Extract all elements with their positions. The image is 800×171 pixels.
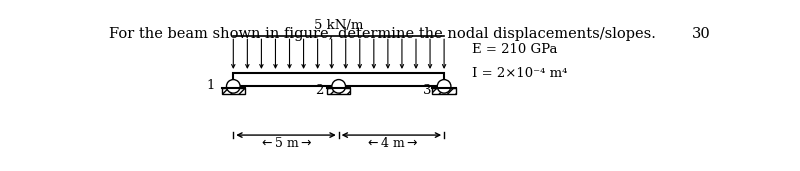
Text: $\leftarrow$4 m$\rightarrow$: $\leftarrow$4 m$\rightarrow$: [365, 136, 418, 150]
Ellipse shape: [226, 80, 240, 93]
Bar: [432, 88, 456, 94]
Text: 2: 2: [315, 84, 323, 97]
Text: E = 210 GPa: E = 210 GPa: [472, 43, 558, 56]
Text: $\leftarrow$5 m$\rightarrow$: $\leftarrow$5 m$\rightarrow$: [259, 136, 313, 150]
Text: 5 kN/m: 5 kN/m: [314, 19, 363, 32]
Ellipse shape: [438, 80, 451, 93]
Text: 30: 30: [692, 27, 710, 41]
Ellipse shape: [332, 80, 346, 93]
Bar: [234, 73, 444, 86]
Bar: [327, 88, 350, 94]
Text: I = 2×10⁻⁴ m⁴: I = 2×10⁻⁴ m⁴: [472, 67, 567, 80]
Text: 3: 3: [423, 84, 432, 97]
Text: 1: 1: [206, 79, 214, 92]
Text: For the beam shown in figure, determine the nodal displacements/slopes.: For the beam shown in figure, determine …: [110, 27, 656, 41]
Bar: [222, 88, 245, 94]
